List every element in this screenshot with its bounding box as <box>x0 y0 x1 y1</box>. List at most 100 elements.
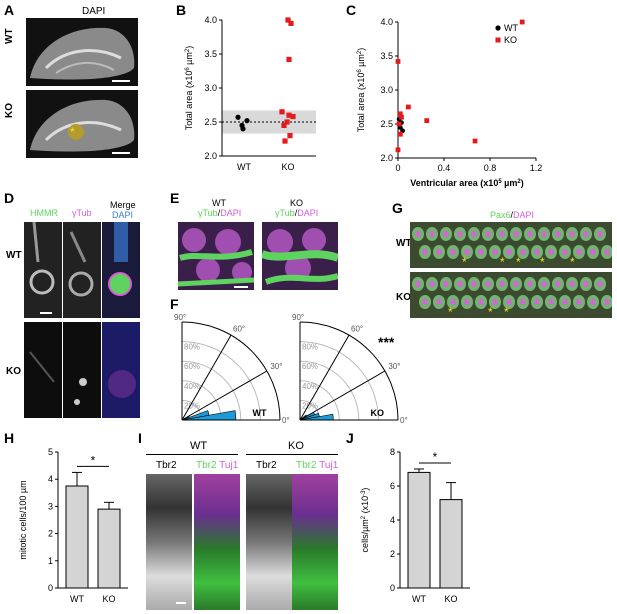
nucleus-core <box>583 230 589 238</box>
ko-point <box>290 113 296 120</box>
rose-radial-label: 20% <box>302 401 318 410</box>
mitotic-asterisk: * <box>500 255 505 268</box>
i-ko-label: KO <box>288 440 304 452</box>
brain-image-ko: * <box>26 90 138 158</box>
y-tick-label: 3.0 <box>380 85 393 95</box>
y-axis-label-part: -3 <box>361 490 367 496</box>
brain-wt-svg <box>30 27 135 82</box>
nucleus-core <box>555 230 561 238</box>
panel-label-g: G <box>392 200 403 216</box>
y-axis-label-part: 2 <box>185 48 191 52</box>
nucleus-core <box>436 298 442 306</box>
x-tick-label: 1.2 <box>530 163 543 173</box>
mitotic-asterisk: * <box>540 255 545 268</box>
y-tick-label: 8 <box>390 447 395 457</box>
nucleus-core <box>520 298 526 306</box>
y-tick-label: 2.0 <box>204 151 217 161</box>
sig-marker: * <box>91 453 96 467</box>
nucleus-core <box>415 280 421 288</box>
x-axis-label-part: ) <box>521 178 524 188</box>
ko-point <box>281 122 287 128</box>
rose-angle-label: 60° <box>233 325 245 334</box>
mitotic-asterisk: * <box>504 305 509 318</box>
nucleus-core <box>450 298 456 306</box>
gKO-cells: * * * <box>412 277 612 318</box>
ko-point <box>285 17 291 23</box>
mitotic-asterisk: * <box>462 255 467 268</box>
nucleus-core <box>457 230 463 238</box>
y-axis-label-part: µm <box>356 54 366 69</box>
nucleus-core <box>422 298 428 306</box>
rose-spoke <box>299 370 386 421</box>
nucleus-core <box>513 230 519 238</box>
nucleus-core <box>583 280 589 288</box>
mitotic-asterisk: * <box>570 255 575 268</box>
y-tick-label: 4 <box>390 515 395 525</box>
y-axis-label-part: (x10 <box>360 496 370 516</box>
rose-radial-label: 40% <box>184 382 200 391</box>
panel-label-a: A <box>4 2 15 18</box>
x-tick-label: 0.8 <box>484 163 497 173</box>
scale-bar-i <box>176 602 186 604</box>
x-tick-label: KO <box>102 594 115 604</box>
y-tick-label: 4.0 <box>204 15 217 25</box>
i-wt-merge-tuj1: Tuj1 <box>219 460 239 471</box>
panel-label-e: E <box>170 190 180 206</box>
rose-outer <box>181 321 281 421</box>
rose-radial-label: 80% <box>184 343 200 352</box>
legend-wt-marker <box>495 25 501 31</box>
y-tick-label: 3.0 <box>204 83 217 93</box>
nucleus-core <box>548 298 554 306</box>
bar <box>439 499 463 589</box>
nucleus-core <box>527 280 533 288</box>
d-ko-gtub <box>63 322 101 418</box>
nucleus-core <box>499 280 505 288</box>
f-significance: *** <box>378 334 395 350</box>
ko-point <box>399 114 404 120</box>
e-wt-sep: / <box>217 208 221 218</box>
y-axis-label: cells/µm2 (x10-3) <box>360 488 370 553</box>
x-tick-label: WT <box>70 594 84 604</box>
panel-label-f: F <box>170 296 179 312</box>
nucleus-core <box>527 230 533 238</box>
e-ko-title: KO <box>290 198 304 208</box>
y-tick-label: 4.0 <box>380 17 393 27</box>
y-axis-label-part: ) <box>356 48 366 51</box>
e-wt-image <box>178 222 254 290</box>
ko-point <box>395 147 401 153</box>
g-ko-image: * * * <box>410 272 612 318</box>
nucleus-core <box>471 280 477 288</box>
rose-radial-label: 80% <box>302 343 318 352</box>
panel-label-i: I <box>138 430 142 446</box>
ko-point <box>288 20 294 26</box>
g-title: Pax6/DAPI <box>490 210 534 220</box>
rose-ko: 20% 40% 60% 80% 0° 30° 60° 90° KO <box>292 313 408 425</box>
i-wt-merge-tbr2: Tbr2 <box>196 460 217 471</box>
nucleus-core <box>443 280 449 288</box>
panel-label-b: B <box>176 2 187 18</box>
nucleus-core <box>422 248 428 256</box>
mitotic-asterisk: * <box>516 255 521 268</box>
rose-ring <box>299 380 340 421</box>
i-wt-line <box>146 454 238 455</box>
col-label-hmmr: HMMR <box>30 208 58 218</box>
nucleus-core <box>569 280 575 288</box>
nucleus-core <box>436 248 442 256</box>
nucleus-core <box>604 248 610 256</box>
d-wt-hmmr <box>24 222 62 318</box>
y-tick-label: 6 <box>390 481 395 491</box>
nucleus-core <box>492 298 498 306</box>
panel-label-h: H <box>4 430 15 446</box>
y-axis-label-part: cells/µm <box>360 519 370 552</box>
g-title-dapi: DAPI <box>513 210 535 220</box>
i-wt-color <box>194 474 240 610</box>
ko-point <box>286 112 292 118</box>
legend-ko-marker <box>495 37 501 43</box>
y-axis-label-part: ) <box>360 488 370 491</box>
y-tick-label: 2.0 <box>380 153 393 163</box>
x-axis-label-part: 2 <box>517 179 521 185</box>
rose-angle-label: 90° <box>292 313 304 322</box>
i-wt-label: WT <box>190 440 208 452</box>
dapi-title: DAPI <box>82 6 106 17</box>
